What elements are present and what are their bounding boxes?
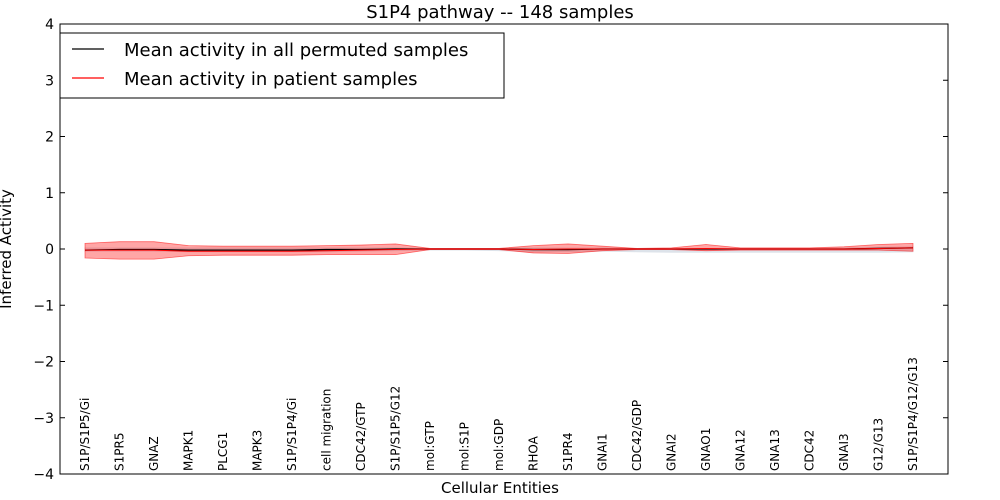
- category-label: S1PR4: [561, 433, 575, 471]
- category-label: CDC42/GTP: [354, 402, 368, 471]
- legend-box: [59, 32, 505, 99]
- category-label: MAPK1: [182, 430, 196, 471]
- plot-area: [59, 23, 949, 475]
- x-axis-label: Cellular Entities: [441, 479, 559, 497]
- band-patient: [84, 241, 914, 260]
- category-label: mol:S1P: [458, 422, 472, 471]
- y-tick-label: −3: [33, 411, 54, 427]
- category-label: cell migration: [320, 389, 334, 471]
- legend-label-permuted: Mean activity in all permuted samples: [124, 40, 468, 61]
- category-label: S1P/S1P4/Gi: [285, 398, 299, 471]
- legend: Mean activity in all permuted samples Me…: [59, 32, 505, 99]
- y-tick-label: 4: [45, 17, 54, 33]
- category-label: GNA13: [768, 429, 782, 471]
- category-label: CDC42/GDP: [630, 400, 644, 471]
- category-label: S1PR5: [113, 433, 127, 471]
- category-label: GNAI1: [596, 433, 610, 471]
- category-label: MAPK3: [251, 430, 265, 471]
- category-label: S1P/S1P5/Gi: [78, 398, 92, 471]
- category-label: PLCG1: [216, 432, 230, 471]
- chart-title: S1P4 pathway -- 148 samples: [366, 2, 634, 23]
- y-tick-label: 0: [45, 242, 54, 258]
- category-label: GNAZ: [147, 436, 161, 471]
- category-label: GNAI3: [837, 433, 851, 471]
- y-tick-label: 3: [45, 73, 54, 89]
- y-tick-label: −1: [33, 298, 54, 314]
- y-tick-label: 1: [45, 186, 54, 202]
- category-label: GNAI2: [665, 433, 679, 471]
- category-label: S1P/S1P4/G12/G13: [906, 357, 920, 471]
- category-label: GNAO1: [699, 428, 713, 471]
- category-label: G12/G13: [872, 418, 886, 471]
- category-label: mol:GTP: [423, 421, 437, 471]
- y-tick-label: −4: [33, 467, 54, 483]
- x-axis-category-labels: S1P/S1P5/Gi S1PR5 GNAZ MAPK1 PLCG1 MAPK3 S1P/S…: [78, 357, 920, 471]
- category-label: CDC42: [803, 430, 817, 471]
- line-patient: [85, 247, 914, 252]
- y-tick-label: 2: [45, 130, 54, 146]
- legend-label-patient: Mean activity in patient samples: [124, 69, 418, 90]
- category-label: GNA12: [734, 429, 748, 471]
- category-label: RHOA: [527, 435, 541, 471]
- y-tick-label: −2: [33, 355, 54, 371]
- category-label: mol:GDP: [492, 419, 506, 471]
- category-label: S1P/S1P5/G12: [389, 386, 403, 471]
- series-lines: [84, 247, 914, 252]
- y-axis-label: Inferred Activity: [0, 189, 15, 309]
